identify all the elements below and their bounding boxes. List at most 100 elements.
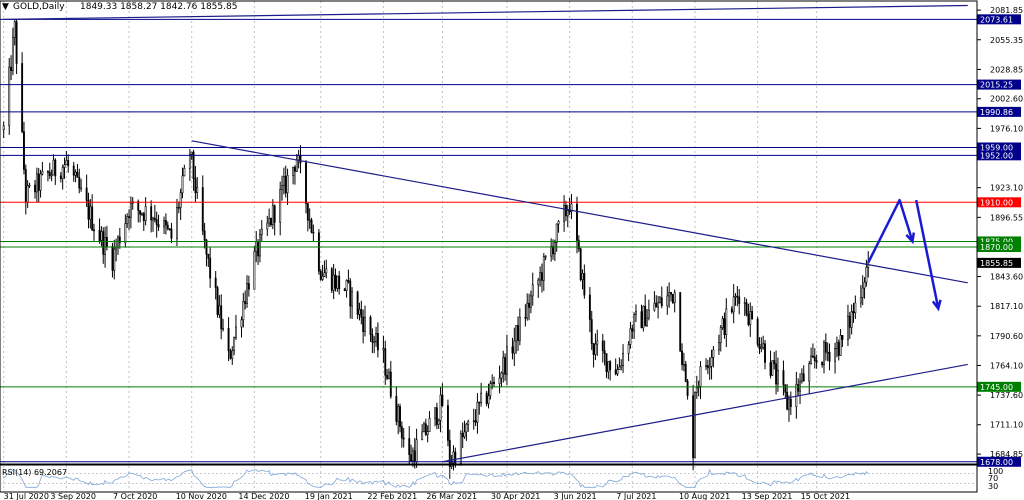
candle-body: [330, 268, 333, 291]
candle-body: [550, 246, 553, 257]
candle-body: [395, 396, 398, 422]
candle-body: [408, 438, 411, 455]
candle-body: [164, 220, 167, 226]
candle-body: [712, 349, 715, 358]
candle-body: [434, 407, 436, 419]
candle-body: [10, 66, 13, 71]
candle-body: [826, 351, 829, 354]
candle-body: [657, 302, 660, 308]
candle-body: [216, 287, 219, 315]
candle-body: [732, 296, 735, 313]
candle-body: [834, 347, 837, 362]
candle-body: [253, 251, 256, 290]
candle-body: [93, 229, 95, 232]
candle-body: [491, 381, 494, 384]
candle-body: [270, 217, 272, 226]
x-tick-label: 7 Jul 2021: [616, 492, 656, 500]
candle-body: [682, 363, 685, 366]
candle-body: [653, 302, 656, 311]
candle-body: [633, 314, 636, 332]
candle-body: [124, 223, 127, 244]
candle-body: [500, 372, 503, 379]
candle-body: [410, 454, 413, 462]
candle-body: [852, 311, 855, 314]
x-tick-label: 3 Jun 2021: [554, 492, 597, 500]
candle-body: [194, 178, 197, 193]
candle-body: [104, 237, 107, 255]
candle-body: [579, 248, 582, 280]
candle-body: [139, 210, 142, 215]
candle-body: [268, 217, 271, 224]
level-price-tag: [977, 142, 1021, 153]
candle-body: [317, 232, 320, 272]
trend-layer: [3, 4, 968, 463]
y-tick-label: 1764.10: [990, 361, 1023, 370]
candle-body: [382, 348, 385, 351]
candle-body: [594, 343, 597, 355]
level-price-label: 1959.00: [980, 144, 1013, 153]
candle-body: [50, 174, 53, 177]
candle-body: [65, 160, 68, 166]
arrow-head: [931, 299, 942, 312]
candle-body: [437, 420, 440, 425]
candle-body: [863, 281, 866, 289]
candle-body: [34, 184, 36, 193]
candle-body: [257, 241, 260, 257]
candle-body: [647, 309, 650, 319]
candle-body: [13, 21, 16, 38]
candle-body: [126, 216, 129, 224]
y-tick-label: 1711.10: [990, 421, 1023, 430]
candle-body: [463, 431, 466, 438]
candle-body: [23, 131, 25, 170]
candle-body: [839, 335, 842, 356]
candle-body: [721, 318, 724, 328]
candle-body: [117, 236, 119, 248]
header-triangle-icon: ▼: [2, 2, 9, 12]
candle-body: [719, 327, 722, 343]
candle-body: [743, 302, 746, 305]
candle-body: [504, 357, 507, 375]
candle-body: [811, 355, 814, 358]
candle-body: [646, 317, 648, 327]
candle-body: [2, 125, 5, 130]
candle-body: [789, 398, 792, 408]
candle-body: [388, 371, 390, 379]
candle-body: [865, 267, 868, 283]
candle-body: [730, 308, 733, 313]
candle-body: [566, 210, 569, 217]
candle-body: [8, 66, 11, 127]
candle-body: [190, 151, 193, 155]
candle-body: [188, 154, 191, 169]
candle-body: [472, 420, 475, 422]
candle-body: [400, 426, 403, 439]
candle-body: [745, 302, 748, 315]
candle-body: [644, 306, 647, 327]
y-tick-label: 1843.60: [990, 273, 1023, 282]
candle-body: [369, 316, 372, 335]
candle-body: [142, 213, 145, 221]
candle-body: [668, 292, 671, 297]
candle-body: [797, 384, 800, 392]
candle-body: [295, 159, 298, 172]
level-price-tag: [977, 197, 1021, 208]
candle-body: [452, 451, 455, 464]
candle-body: [292, 166, 295, 176]
candle-body: [773, 360, 776, 365]
candle-body: [476, 401, 479, 423]
candle-body: [596, 340, 599, 345]
y-tick-label: 1817.10: [990, 302, 1023, 311]
candle-body: [592, 343, 595, 355]
y-tick-label: 2002.60: [990, 95, 1023, 104]
candle-body: [201, 187, 204, 232]
candle-body: [758, 343, 761, 349]
candle-body: [72, 165, 75, 176]
candle-body: [155, 219, 158, 225]
candle-body: [334, 274, 337, 289]
rsi-scale-top: 100: [988, 467, 1003, 476]
candle-body: [247, 283, 250, 290]
candle-body: [163, 220, 166, 228]
trendline: [191, 140, 968, 284]
candle-body: [498, 377, 501, 384]
candle-body: [775, 363, 778, 385]
